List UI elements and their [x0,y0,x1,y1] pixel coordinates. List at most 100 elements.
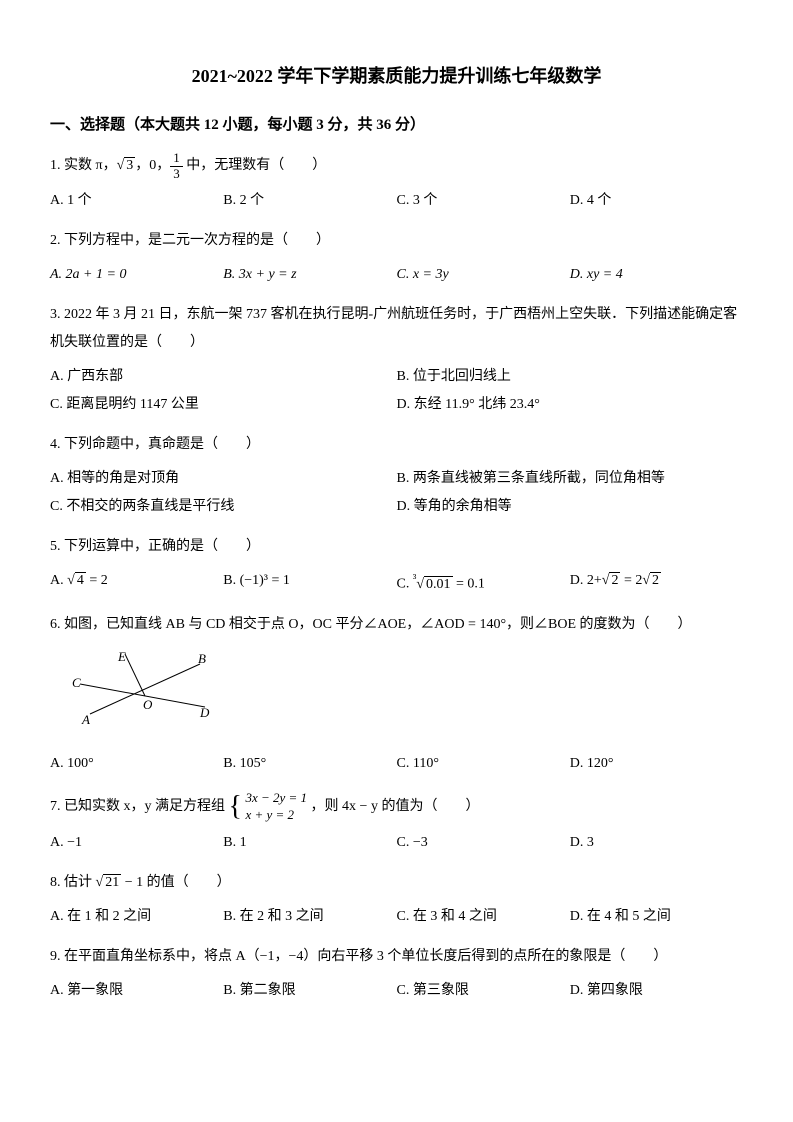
q1-option-a: A. 1 个 [50,187,223,215]
q9-option-a: A. 第一象限 [50,977,223,1005]
question-3-text: 3. 2022 年 3 月 21 日，东航一架 737 客机在执行昆明-广州航班… [50,301,743,357]
q5-option-a: A. 4 = 2 [50,567,223,599]
q1-post: 中，无理数有（ ） [183,158,327,173]
sqrt-icon: 0.01 [416,571,452,599]
q8-pre: 8. 估计 [50,875,96,890]
frac-num: 1 [170,151,183,166]
label-a: A [81,712,90,727]
q6-option-d: D. 120° [570,750,743,778]
q8-post: − 1 的值（ ） [121,875,230,890]
question-7: 7. 已知实数 x，y 满足方程组 { 3x − 2y = 1 x + y = … [50,790,743,858]
label-b: B [198,651,206,666]
q2-option-a: A. 2a + 1 = 0 [50,261,223,289]
q1-mid: ，0， [135,158,170,173]
question-2-text: 2. 下列方程中，是二元一次方程的是（ ） [50,227,743,255]
sqrt-icon: 3 [117,152,136,180]
q8-option-a: A. 在 1 和 2 之间 [50,903,223,931]
q6-option-a: A. 100° [50,750,223,778]
question-5-text: 5. 下列运算中，正确的是（ ） [50,533,743,561]
question-1-text: 1. 实数 π，3，0，13 中，无理数有（ ） [50,151,743,181]
fraction: 13 [170,151,183,181]
q4-option-d: D. 等角的余角相等 [397,493,744,521]
q5c-post: = 0.1 [453,577,485,592]
brace-icon: { [229,793,242,821]
q9-option-c: C. 第三象限 [397,977,570,1005]
q5-option-d: D. 2+2 = 22 [570,567,743,599]
q5c-pre: C. [397,577,413,592]
q1-sqrt: 3 [124,157,135,173]
q5d-mid: = 2 [620,573,642,588]
q7-option-d: D. 3 [570,829,743,857]
question-6: 6. 如图，已知直线 AB 与 CD 相交于点 O，OC 平分∠AOE，∠AOD… [50,611,743,778]
q2-option-c: C. x = 3y [397,261,570,289]
q5a-sqrt: 4 [75,572,86,588]
q4-option-b: B. 两条直线被第三条直线所截，同位角相等 [397,465,744,493]
q4-option-a: A. 相等的角是对顶角 [50,465,397,493]
q6-options: A. 100° B. 105° C. 110° D. 120° [50,750,743,778]
q6-option-b: B. 105° [223,750,396,778]
q9-options: A. 第一象限 B. 第二象限 C. 第三象限 D. 第四象限 [50,977,743,1005]
q1-option-d: D. 4 个 [570,187,743,215]
q1-option-c: C. 3 个 [397,187,570,215]
question-2: 2. 下列方程中，是二元一次方程的是（ ） A. 2a + 1 = 0 B. 3… [50,227,743,289]
q7-option-b: B. 1 [223,829,396,857]
frac-den: 3 [170,167,183,181]
q6-option-c: C. 110° [397,750,570,778]
q3-option-d: D. 东经 11.9° 北纬 23.4° [397,391,744,419]
q3-option-b: B. 位于北回归线上 [397,363,744,391]
question-8: 8. 估计 21 − 1 的值（ ） A. 在 1 和 2 之间 B. 在 2 … [50,869,743,931]
sqrt-icon: 21 [96,869,122,897]
q6-diagram: A B C D E O [70,649,743,740]
q3-option-c: C. 距离昆明约 1147 公里 [50,391,397,419]
question-5: 5. 下列运算中，正确的是（ ） A. 4 = 2 B. (−1)³ = 1 C… [50,533,743,599]
q8-options: A. 在 1 和 2 之间 B. 在 2 和 3 之间 C. 在 3 和 4 之… [50,903,743,931]
label-e: E [117,649,126,664]
q9-option-b: B. 第二象限 [223,977,396,1005]
question-1: 1. 实数 π，3，0，13 中，无理数有（ ） A. 1 个 B. 2 个 C… [50,151,743,215]
q2-option-d: D. xy = 4 [570,261,743,289]
q1-pre: 1. 实数 π， [50,158,117,173]
question-9-text: 9. 在平面直角坐标系中，将点 A（−1，−4）向右平移 3 个单位长度后得到的… [50,943,743,971]
q4-option-c: C. 不相交的两条直线是平行线 [50,493,397,521]
q3-option-a: A. 广西东部 [50,363,397,391]
label-c: C [72,675,81,690]
q5a-pre: A. [50,573,67,588]
q5-option-c: C. ³0.01 = 0.1 [397,567,570,599]
page-title: 2021~2022 学年下学期素质能力提升训练七年级数学 [50,60,743,92]
section-header: 一、选择题（本大题共 12 小题，每小题 3 分，共 36 分） [50,112,743,139]
q5d-sqrt1: 2 [609,572,620,588]
line-oe [125,654,145,696]
sqrt-icon: 2 [602,567,621,595]
equation-group: 3x − 2y = 1 x + y = 2 [245,790,307,824]
q5-option-b: B. (−1)³ = 1 [223,567,396,599]
question-9: 9. 在平面直角坐标系中，将点 A（−1，−4）向右平移 3 个单位长度后得到的… [50,943,743,1005]
q1-options: A. 1 个 B. 2 个 C. 3 个 D. 4 个 [50,187,743,215]
q3-options: A. 广西东部 B. 位于北回归线上 C. 距离昆明约 1147 公里 D. 东… [50,363,743,419]
q5c-sqrt: 0.01 [424,576,453,592]
question-4-text: 4. 下列命题中，真命题是（ ） [50,431,743,459]
q2-options: A. 2a + 1 = 0 B. 3x + y = z C. x = 3y D.… [50,261,743,289]
q5-options: A. 4 = 2 B. (−1)³ = 1 C. ³0.01 = 0.1 D. … [50,567,743,599]
question-6-text: 6. 如图，已知直线 AB 与 CD 相交于点 O，OC 平分∠AOE，∠AOD… [50,611,743,639]
geometry-diagram-icon: A B C D E O [70,649,220,729]
q7-option-c: C. −3 [397,829,570,857]
q8-option-b: B. 在 2 和 3 之间 [223,903,396,931]
q5d-sqrt2: 2 [650,572,661,588]
q5a-post: = 2 [86,573,108,588]
sqrt-icon: 2 [642,567,661,595]
question-8-text: 8. 估计 21 − 1 的值（ ） [50,869,743,897]
question-4: 4. 下列命题中，真命题是（ ） A. 相等的角是对顶角 B. 两条直线被第三条… [50,431,743,521]
sqrt-icon: 4 [67,567,86,595]
q4-options: A. 相等的角是对顶角 B. 两条直线被第三条直线所截，同位角相等 C. 不相交… [50,465,743,521]
q7-eq2: x + y = 2 [245,807,307,824]
q8-sqrt: 21 [103,874,121,890]
q8-option-d: D. 在 4 和 5 之间 [570,903,743,931]
q8-option-c: C. 在 3 和 4 之间 [397,903,570,931]
q7-post: ，则 4x − y 的值为（ ） [311,799,480,814]
q7-pre: 7. 已知实数 x，y 满足方程组 [50,799,225,814]
q7-options: A. −1 B. 1 C. −3 D. 3 [50,829,743,857]
q9-option-d: D. 第四象限 [570,977,743,1005]
q5d-pre: D. 2+ [570,573,602,588]
question-7-text: 7. 已知实数 x，y 满足方程组 { 3x − 2y = 1 x + y = … [50,790,743,824]
label-o: O [143,697,153,712]
